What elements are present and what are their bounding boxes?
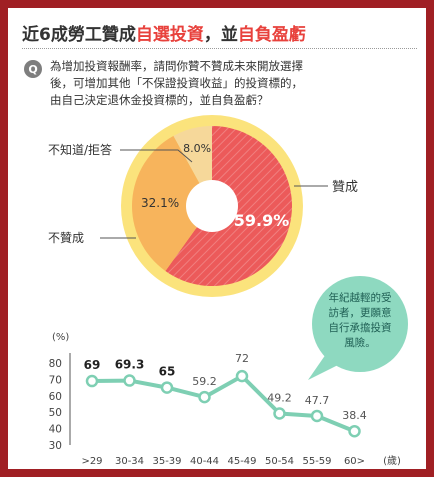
question-icon: Q [24, 60, 42, 78]
x-tick-6: 55-59 [302, 456, 331, 467]
data-point-6 [310, 409, 324, 423]
data-label-2: 65 [159, 365, 176, 379]
pie-label-unknown: 不知道/拒答 [48, 142, 112, 157]
annotation-line-0: 年紀越輕的受 [329, 291, 392, 304]
y-tick-80: 80 [49, 358, 62, 370]
y-tick-50: 50 [49, 407, 62, 419]
data-point-4 [235, 369, 249, 383]
data-label-1: 69.3 [115, 358, 145, 372]
y-tick-70: 70 [49, 374, 62, 386]
annotation-bubble-tail [308, 354, 340, 380]
title-highlight-1: 自選投資 [135, 25, 204, 45]
data-label-7: 38.4 [342, 409, 367, 422]
pie-label-disapprove: 不贊成 [48, 231, 84, 245]
title-divider [22, 48, 417, 49]
pie-label-approve: 贊成 [332, 180, 358, 195]
title-separator: ，並 [203, 25, 238, 45]
data-point-1 [123, 374, 136, 387]
data-point-2 [160, 381, 174, 394]
x-axis-unit: (歲) [383, 454, 401, 467]
x-tick-1: 30-34 [115, 456, 144, 467]
x-tick-0: >29 [81, 456, 102, 467]
pie-slice-disapprove [131, 135, 212, 272]
x-tick-4: 45-49 [227, 456, 256, 467]
pie-value-unknown: 8.0% [183, 142, 211, 155]
data-label-0: 69 [84, 358, 101, 372]
title-prefix: 近6成勞工贊成 [22, 25, 136, 45]
data-point-7 [348, 424, 361, 438]
pie-center-hole [186, 180, 238, 232]
annotation-line-3: 風險。 [344, 336, 376, 349]
question-text: 為增加投資報酬率，請問你贊不贊成未來開放選擇 後，可增加其他「不保證投資收益」的… [50, 59, 303, 107]
data-point-5 [273, 407, 286, 420]
chart-title: 近6成勞工贊成自選投資，並自負盈虧 [22, 20, 306, 45]
data-label-3: 59.2 [192, 375, 217, 388]
annotation-bubble [312, 276, 408, 372]
data-point-3 [198, 390, 211, 404]
pie-value-disapprove: 32.1% [141, 196, 179, 210]
x-tick-2: 35-39 [152, 456, 181, 467]
x-tick-7: 60> [344, 456, 365, 467]
data-label-6: 47.7 [305, 394, 330, 407]
title-highlight-2: 自負盈虧 [237, 25, 306, 45]
annotation-line-1: 訪者，更願意 [329, 306, 392, 319]
y-axis-unit: (%) [52, 332, 69, 343]
x-tick-3: 40-44 [190, 456, 219, 467]
series-line [91, 374, 356, 434]
annotation-line-2: 自行承擔投資 [329, 321, 392, 334]
y-tick-40: 40 [49, 424, 62, 436]
pie-value-approve: 59.9% [234, 211, 290, 230]
y-tick-60: 60 [49, 391, 62, 403]
data-label-5: 49.2 [267, 392, 292, 405]
x-tick-5: 50-54 [265, 456, 294, 467]
leader-unknown [120, 149, 193, 163]
data-point-0 [85, 374, 99, 388]
y-tick-30: 30 [49, 440, 62, 452]
data-label-4: 72 [235, 352, 249, 365]
